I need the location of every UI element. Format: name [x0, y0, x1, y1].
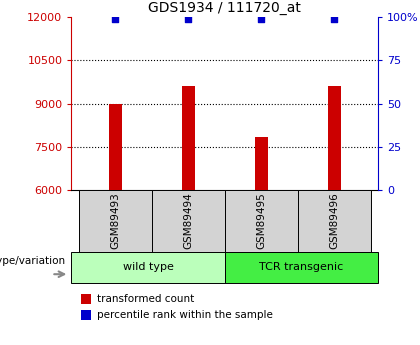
Point	[331, 16, 338, 22]
Bar	[109, 104, 122, 190]
Point	[258, 16, 265, 22]
Text: GSM89496: GSM89496	[329, 193, 339, 249]
Point	[112, 16, 118, 22]
Text: transformed count: transformed count	[97, 294, 195, 304]
Bar	[255, 137, 268, 190]
Title: GDS1934 / 111720_at: GDS1934 / 111720_at	[148, 1, 301, 15]
Bar	[225, 252, 378, 283]
Bar	[79, 190, 152, 252]
Bar	[71, 252, 225, 283]
Text: percentile rank within the sample: percentile rank within the sample	[97, 310, 273, 320]
Text: GSM89493: GSM89493	[110, 193, 120, 249]
Text: GSM89495: GSM89495	[256, 193, 266, 249]
Bar	[81, 294, 91, 304]
Text: wild type: wild type	[123, 263, 173, 272]
Bar	[225, 190, 298, 252]
Bar	[328, 86, 341, 190]
Text: GSM89494: GSM89494	[183, 193, 193, 249]
Bar	[152, 190, 225, 252]
Bar	[181, 86, 195, 190]
Text: TCR transgenic: TCR transgenic	[259, 263, 344, 272]
Bar	[81, 310, 91, 320]
Bar	[298, 190, 371, 252]
Point	[185, 16, 192, 22]
Text: genotype/variation: genotype/variation	[0, 256, 66, 266]
